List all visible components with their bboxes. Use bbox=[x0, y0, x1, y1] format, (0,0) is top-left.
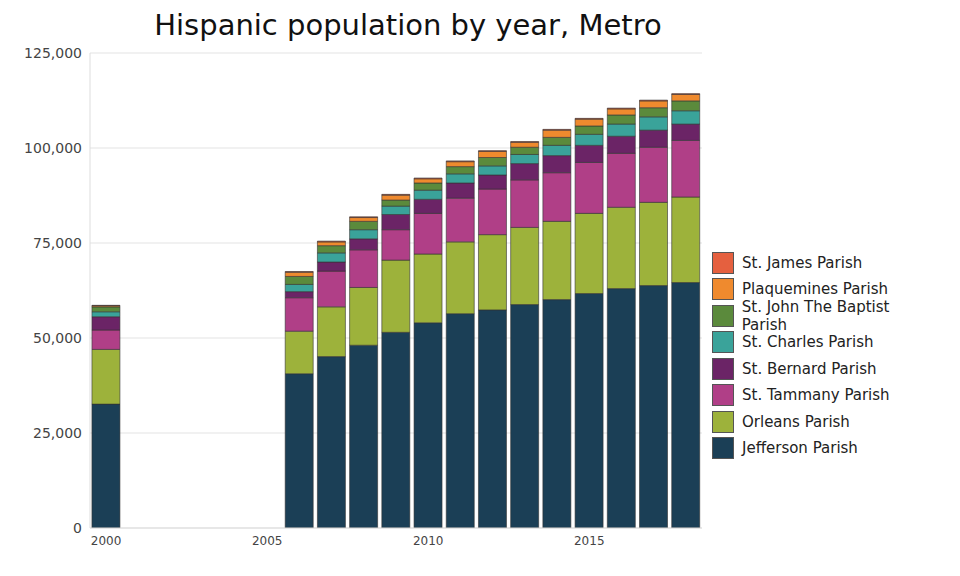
html-text:Plaquemines Parish: Plaquemines Parish bbox=[742, 280, 888, 299]
html-text:St. Charles Parish: St. Charles Parish bbox=[742, 333, 874, 352]
svg-text:0: 0 bbox=[73, 520, 82, 536]
svg-text:50,000: 50,000 bbox=[33, 330, 82, 346]
svg-text:2010: 2010 bbox=[413, 534, 444, 548]
html-text:Orleans Parish: Orleans Parish bbox=[742, 412, 850, 431]
svg-text:2005: 2005 bbox=[252, 534, 283, 548]
html-text:St. John The Baptist Parish: St. John The Baptist Parish bbox=[741, 297, 890, 334]
svg-text:125,000: 125,000 bbox=[24, 45, 82, 61]
svg-text:2000: 2000 bbox=[91, 534, 122, 548]
html-text:Jefferson Parish: Jefferson Parish bbox=[742, 439, 858, 458]
svg-text:75,000: 75,000 bbox=[33, 235, 82, 251]
html-text:St. James Parish: St. James Parish bbox=[742, 253, 863, 272]
svg-text:25,000: 25,000 bbox=[33, 425, 82, 441]
html-text:St. Bernard Parish: St. Bernard Parish bbox=[742, 359, 877, 378]
html-text:St. Tammany Parish: St. Tammany Parish bbox=[742, 386, 890, 405]
svg-text:100,000: 100,000 bbox=[24, 140, 82, 156]
html-text:Hispanic population by year, M: Hispanic population by year, Metro bbox=[154, 8, 662, 42]
svg-text:2015: 2015 bbox=[574, 534, 605, 548]
